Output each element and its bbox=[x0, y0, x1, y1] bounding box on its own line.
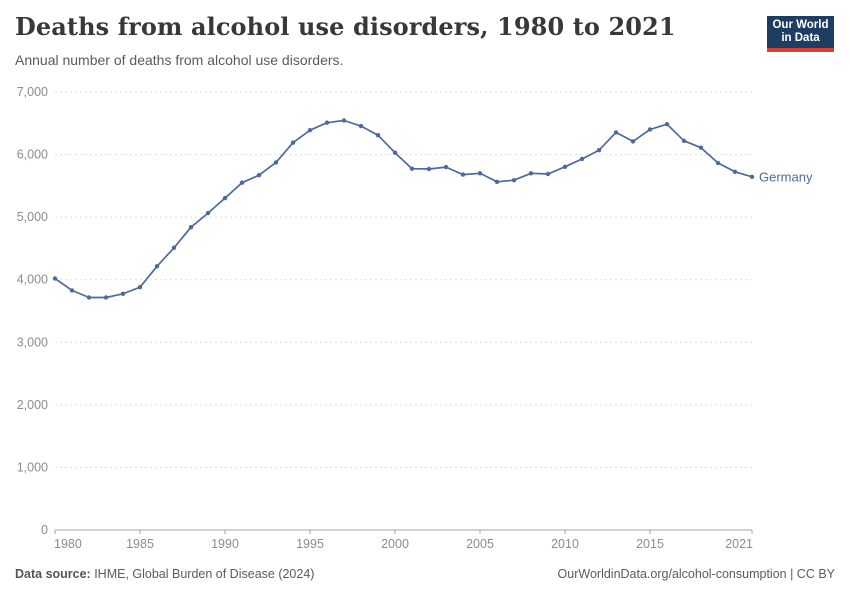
data-point[interactable] bbox=[647, 127, 653, 132]
data-point[interactable] bbox=[205, 210, 211, 216]
data-point[interactable] bbox=[460, 172, 466, 177]
data-point[interactable] bbox=[732, 169, 738, 174]
series-label: Germany bbox=[759, 169, 813, 184]
data-point[interactable] bbox=[681, 138, 687, 143]
data-point[interactable] bbox=[239, 180, 245, 185]
x-axis-tick-label: 1990 bbox=[211, 537, 239, 551]
data-point[interactable] bbox=[528, 171, 534, 176]
data-source-label: Data source: bbox=[15, 567, 91, 581]
data-point[interactable] bbox=[375, 133, 381, 138]
series-line bbox=[54, 119, 753, 299]
y-axis-tick-label: 6,000 bbox=[17, 148, 48, 162]
data-point[interactable] bbox=[358, 123, 364, 129]
owid-logo-line2: in Data bbox=[781, 32, 820, 44]
data-point[interactable] bbox=[171, 245, 177, 250]
data-point[interactable] bbox=[392, 150, 398, 155]
footer-link[interactable]: OurWorldinData.org/alcohol-consumption |… bbox=[557, 567, 835, 581]
chart-subtitle: Annual number of deaths from alcohol use… bbox=[15, 52, 344, 68]
owid-logo[interactable]: Our World in Data bbox=[767, 16, 834, 52]
y-axis-tick-label: 5,000 bbox=[17, 210, 48, 224]
data-point[interactable] bbox=[324, 120, 330, 125]
y-axis-tick-label: 2,000 bbox=[17, 398, 48, 412]
data-point[interactable] bbox=[630, 139, 636, 144]
x-axis-tick-label: 2015 bbox=[636, 537, 664, 551]
data-point[interactable] bbox=[426, 166, 432, 172]
data-point[interactable] bbox=[664, 122, 670, 127]
y-axis-tick-label: 7,000 bbox=[17, 85, 48, 99]
data-source: Data source: IHME, Global Burden of Dise… bbox=[15, 567, 314, 581]
data-point[interactable] bbox=[86, 295, 92, 300]
data-point[interactable] bbox=[273, 160, 279, 165]
data-point[interactable] bbox=[511, 178, 517, 183]
data-point[interactable] bbox=[545, 171, 551, 177]
data-point[interactable] bbox=[290, 140, 296, 145]
data-point[interactable] bbox=[154, 264, 160, 269]
y-axis-tick-label: 1,000 bbox=[17, 460, 48, 474]
data-point[interactable] bbox=[579, 156, 585, 162]
data-point[interactable] bbox=[749, 174, 755, 179]
data-point[interactable] bbox=[613, 130, 619, 135]
data-point[interactable] bbox=[137, 285, 143, 290]
data-point[interactable] bbox=[188, 225, 194, 230]
data-point[interactable] bbox=[307, 128, 313, 133]
y-axis-tick-label: 3,000 bbox=[17, 335, 48, 349]
x-axis-tick-label: 1985 bbox=[126, 537, 154, 551]
data-point[interactable] bbox=[69, 288, 75, 293]
y-axis-tick-label: 4,000 bbox=[17, 273, 48, 287]
data-point[interactable] bbox=[409, 166, 415, 171]
y-axis-tick-label: 0 bbox=[41, 523, 48, 537]
data-point[interactable] bbox=[715, 160, 721, 166]
data-point[interactable] bbox=[256, 173, 262, 178]
data-point[interactable] bbox=[52, 276, 58, 281]
owid-logo-line1: Our World bbox=[772, 19, 829, 31]
data-point[interactable] bbox=[494, 179, 500, 184]
x-axis-tick-label: 1980 bbox=[54, 537, 82, 551]
data-point[interactable] bbox=[698, 145, 704, 150]
data-point[interactable] bbox=[120, 291, 126, 296]
chart-footer: Data source: IHME, Global Burden of Dise… bbox=[15, 567, 835, 581]
x-axis-tick-label: 2000 bbox=[381, 537, 409, 551]
page-title: Deaths from alcohol use disorders, 1980 … bbox=[15, 12, 676, 41]
data-point[interactable] bbox=[443, 164, 449, 170]
x-axis-tick-label: 1995 bbox=[296, 537, 324, 551]
data-point[interactable] bbox=[103, 295, 109, 300]
x-axis-tick-label: 2010 bbox=[551, 537, 579, 551]
data-point[interactable] bbox=[477, 171, 483, 176]
x-axis-tick-label: 2021 bbox=[725, 537, 753, 551]
data-point[interactable] bbox=[596, 148, 602, 153]
x-axis-tick-label: 2005 bbox=[466, 537, 494, 551]
data-point[interactable] bbox=[341, 118, 347, 123]
data-source-value: IHME, Global Burden of Disease (2024) bbox=[90, 567, 315, 581]
data-point[interactable] bbox=[222, 195, 228, 201]
data-point[interactable] bbox=[562, 164, 568, 169]
